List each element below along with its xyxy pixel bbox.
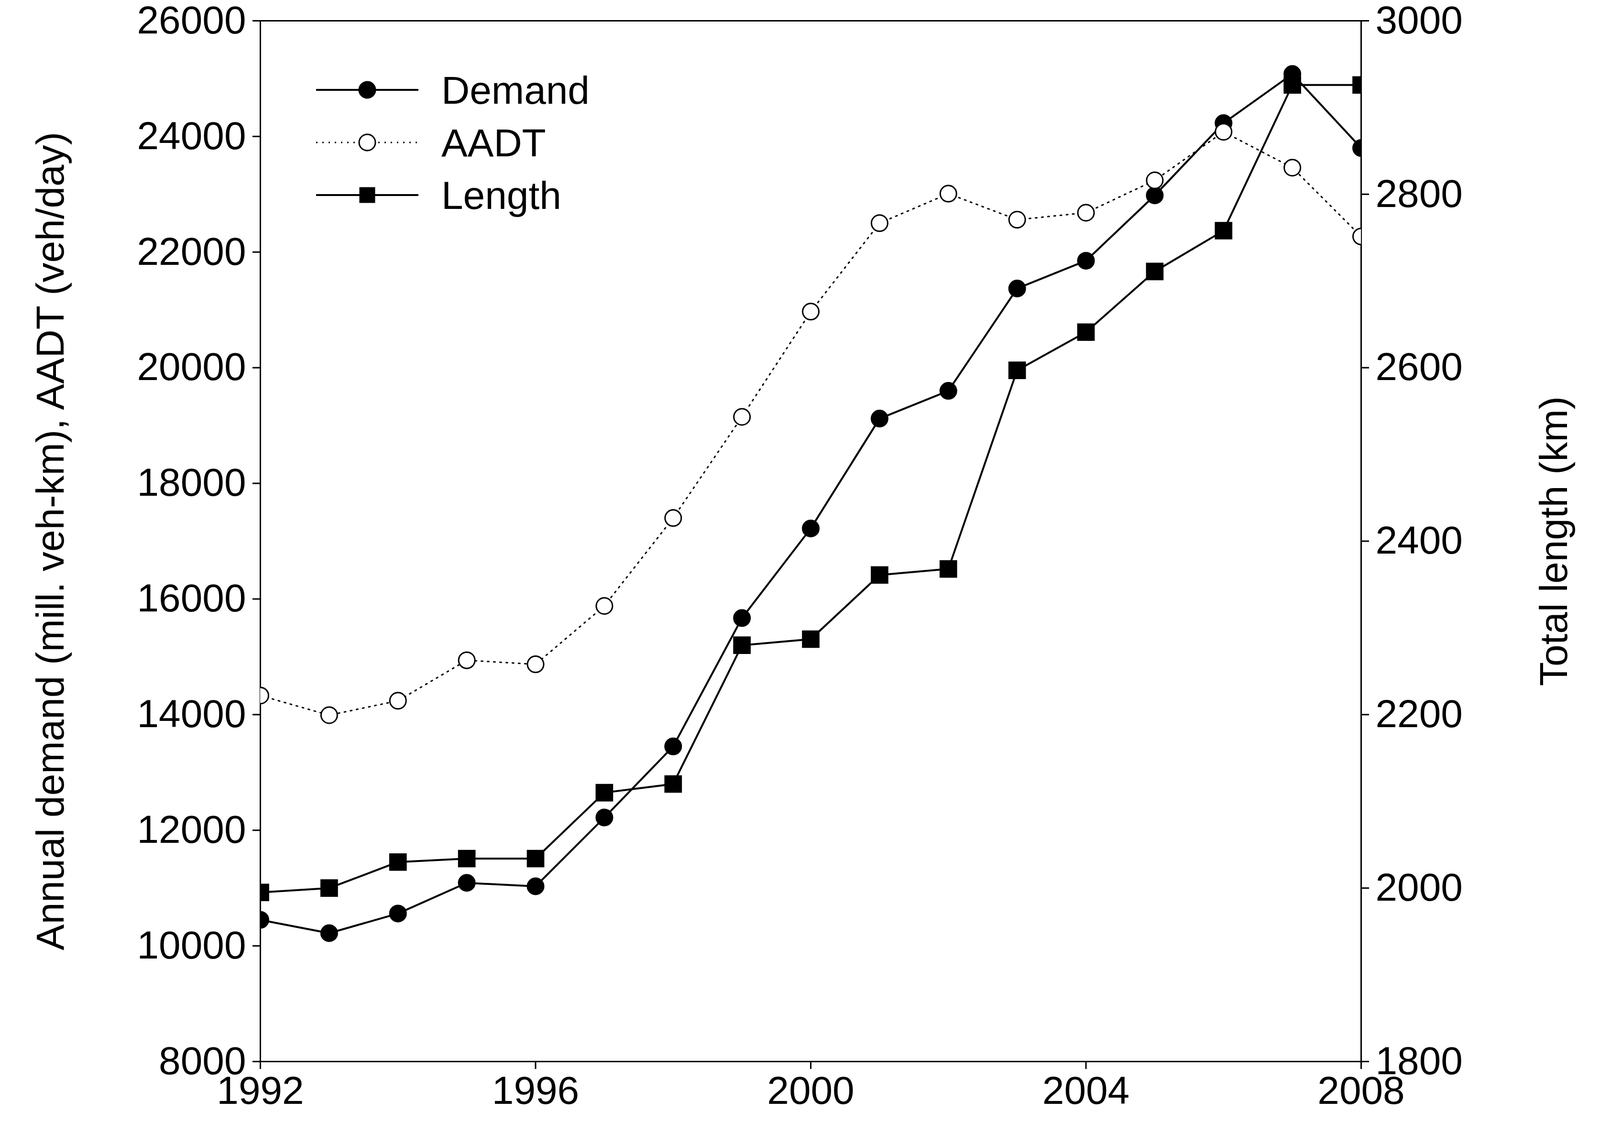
svg-text:1800: 1800	[1375, 1039, 1463, 1083]
svg-text:14000: 14000	[136, 691, 246, 736]
svg-text:20000: 20000	[136, 344, 246, 389]
svg-text:24000: 24000	[136, 113, 246, 158]
svg-text:1992: 1992	[216, 1068, 304, 1113]
svg-text:2000: 2000	[767, 1068, 855, 1113]
svg-text:10000: 10000	[136, 923, 246, 967]
svg-text:18000: 18000	[136, 460, 246, 505]
svg-text:AADT: AADT	[441, 120, 547, 165]
svg-text:26000: 26000	[136, 0, 246, 42]
svg-text:2008: 2008	[1317, 1068, 1405, 1113]
svg-text:22000: 22000	[136, 229, 246, 274]
svg-text:Demand: Demand	[441, 68, 590, 112]
svg-text:2004: 2004	[1042, 1068, 1130, 1113]
svg-text:12000: 12000	[136, 807, 246, 852]
svg-text:2200: 2200	[1375, 691, 1463, 736]
svg-text:Total length (km): Total length (km)	[1531, 396, 1576, 687]
svg-text:1996: 1996	[492, 1068, 580, 1113]
svg-text:2600: 2600	[1375, 344, 1463, 389]
svg-text:Annual demand (mill. veh-km),: Annual demand (mill. veh-km), AADT (veh/…	[28, 131, 72, 951]
svg-text:16000: 16000	[136, 576, 246, 620]
svg-text:2800: 2800	[1375, 171, 1463, 216]
svg-text:8000: 8000	[158, 1039, 246, 1083]
svg-text:2000: 2000	[1375, 865, 1463, 910]
svg-text:3000: 3000	[1375, 0, 1463, 42]
svg-text:Length: Length	[441, 173, 562, 218]
svg-text:2400: 2400	[1375, 518, 1463, 562]
